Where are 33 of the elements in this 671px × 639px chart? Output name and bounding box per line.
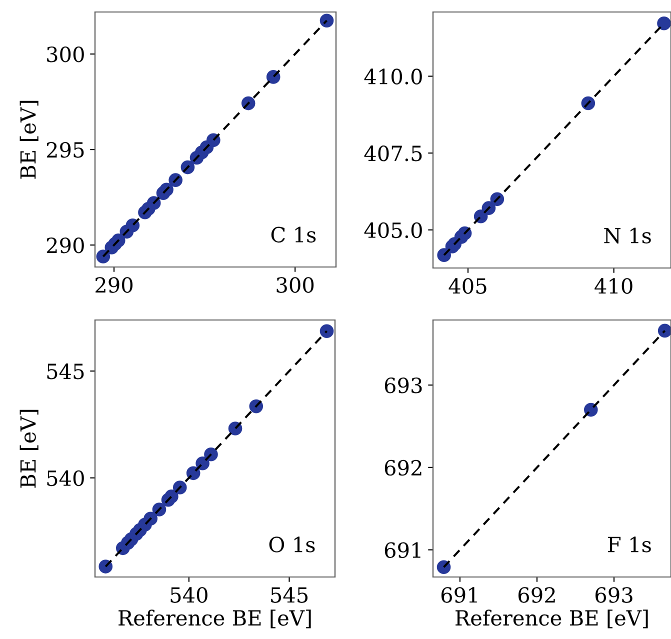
x-tick-label: 290 (96, 277, 133, 293)
annotation: O 1s (269, 536, 315, 552)
y-tick-label: 300 (47, 46, 84, 62)
y-tick-label: 410.0 (364, 68, 422, 84)
y-tick-label: 405.0 (364, 222, 422, 238)
annotation: N 1s (604, 228, 651, 244)
y-tick-label: 295 (46, 142, 84, 158)
point (657, 16, 671, 30)
point (320, 324, 334, 338)
x-tick-label: 545 (271, 587, 308, 603)
y-tick-label: 691 (384, 542, 420, 558)
x-tick-label: 540 (170, 587, 208, 603)
x-axis-title: Reference BE [eV] (456, 610, 648, 628)
y-tick-label: 693 (384, 378, 422, 394)
y-axis-title: BE [eV] (20, 100, 38, 179)
y-tick-label: 407.5 (364, 146, 422, 162)
x-tick-label: 692 (518, 587, 555, 603)
y-axis-title: BE [eV] (20, 410, 38, 488)
x-tick-label: 693 (596, 587, 632, 603)
point (320, 14, 334, 28)
point (658, 324, 671, 338)
x-tick-label: 410 (594, 278, 632, 294)
x-tick-label: 691 (441, 587, 477, 603)
y-tick-label: 290 (46, 237, 84, 254)
y-tick-label: 692 (384, 460, 422, 476)
point (228, 422, 242, 436)
x-axis-title: Reference BE [eV] (118, 610, 311, 628)
annotation: F 1s (608, 536, 651, 552)
x-tick-label: 405 (448, 278, 486, 294)
x-tick-label: 300 (276, 277, 314, 293)
y-tick-label: 545 (47, 364, 84, 380)
y-tick-label: 540 (47, 470, 84, 486)
annotation: C 1s (271, 226, 316, 243)
